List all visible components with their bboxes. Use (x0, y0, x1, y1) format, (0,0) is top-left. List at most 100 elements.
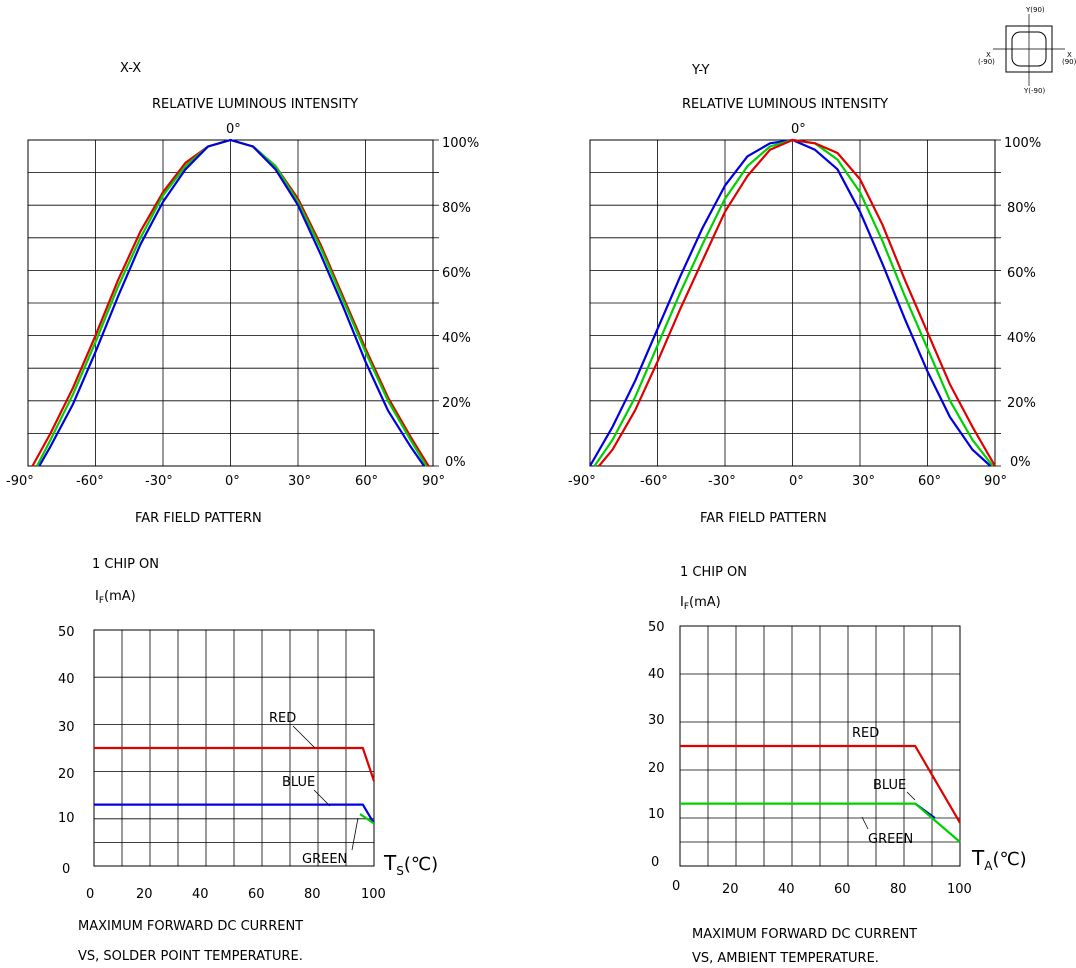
chart-xx-ytick-20: 20% (442, 396, 471, 411)
chart-xx-xtick-m90: -90° (6, 474, 34, 489)
chart-xx-title: RELATIVE LUMINOUS INTENSITY (152, 97, 358, 112)
chart-ambient-leader-green (861, 816, 869, 830)
chart-xx-xtick-m30: -30° (145, 474, 173, 489)
chart-solder-series-label-red: RED (269, 711, 296, 726)
icon-label-left-top: X (986, 51, 991, 59)
chart-xx: X-X RELATIVE LUMINOUS INTENSITY 0° 100% … (6, 61, 479, 526)
chart-solder-leader-blue (313, 789, 331, 807)
chart-yy-grid (589, 139, 1001, 467)
chart-yy-xlabel: FAR FIELD PATTERN (700, 511, 827, 526)
chart-solder-series-label-blue: BLUE (282, 775, 315, 790)
chart-xx-xtick-m60: -60° (76, 474, 104, 489)
chart-yy-title: RELATIVE LUMINOUS INTENSITY (682, 97, 888, 112)
icon-label-bottom: Y(-90) (1023, 87, 1045, 95)
chart-solder-series-line-1 (94, 803, 375, 825)
chart-ambient-ytick-0: 0 (651, 855, 659, 870)
chart-xx-ytick-60: 60% (442, 266, 471, 281)
chart-yy-series-line-2 (598, 138, 996, 467)
chart-xx-axis-name: X-X (120, 61, 141, 76)
chart-ambient-ytick-30: 30 (648, 713, 665, 728)
chart-yy-ytick-100: 100% (1004, 136, 1041, 151)
chart-solder-ytick-0: 0 (62, 862, 70, 877)
chart-solder-ytick-40: 40 (58, 672, 75, 687)
chart-solder-series-label-green: GREEN (302, 852, 347, 867)
chart-ambient-series-line-0 (680, 744, 961, 824)
chart-solder-series-line-2 (359, 813, 375, 825)
chart-xx-top-tick: 0° (226, 122, 241, 137)
chart-ambient-leader-blue (906, 791, 916, 801)
chart-ambient-xtick-60: 60 (834, 882, 851, 897)
orientation-icon: Y(90) X (-90) X (90) Y(-90) (978, 6, 1076, 95)
chart-ambient-series-line-2 (680, 802, 961, 843)
chart-yy-xtick-m60: -60° (640, 474, 668, 489)
chart-solder-leader-red (292, 725, 316, 749)
chart-ambient-xtick-80: 80 (890, 882, 907, 897)
chart-yy-xtick-m90: -90° (568, 474, 596, 489)
chart-yy-xtick-m30: -30° (708, 474, 736, 489)
chart-yy-ytick-80: 80% (1007, 201, 1036, 216)
chart-xx-ytick-80: 80% (442, 201, 471, 216)
chart-solder-ytick-50: 50 (58, 625, 75, 640)
chart-solder: 1 CHIP ON IF(mA) 50 40 30 20 10 0 0 20 4… (58, 557, 438, 964)
chart-xx-ytick-0: 0% (445, 455, 466, 470)
chart-solder-caption-1: MAXIMUM FORWARD DC CURRENT (78, 919, 303, 934)
chart-yy-axis-name: Y-Y (691, 63, 710, 78)
chart-xx-xtick-30: 30° (288, 474, 311, 489)
chart-yy-top-tick: 0° (791, 122, 806, 137)
chart-solder-xtick-20: 20 (136, 887, 153, 902)
chart-solder-xtick-80: 80 (304, 887, 321, 902)
chart-solder-ytick-10: 10 (58, 811, 75, 826)
chart-ambient-pre-title: 1 CHIP ON (680, 565, 747, 580)
chart-solder-ytick-30: 30 (58, 720, 75, 735)
icon-label-right-top: X (1067, 51, 1072, 59)
chart-solder-pre-title: 1 CHIP ON (92, 557, 159, 572)
chart-ambient-caption-2: VS, AMBIENT TEMPERATURE. (692, 951, 879, 966)
chart-ambient-series-label-green: GREEN (868, 832, 913, 847)
chart-solder-xlabel: TS(℃) (383, 851, 438, 878)
chart-xx-ytick-40: 40% (442, 331, 471, 346)
chart-solder-series-line-0 (94, 746, 376, 782)
chart-xx-grid (27, 139, 439, 467)
chart-yy-ytick-0: 0% (1010, 455, 1031, 470)
chart-xx-xtick-90: 90° (422, 474, 445, 489)
chart-solder-ytick-20: 20 (58, 767, 75, 782)
chart-ambient-caption-1: MAXIMUM FORWARD DC CURRENT (692, 927, 917, 942)
chart-solder-xtick-40: 40 (192, 887, 209, 902)
chart-yy-ytick-40: 40% (1007, 331, 1036, 346)
chart-ambient-ylabel: IF(mA) (680, 595, 721, 612)
chart-ambient-series-label-red: RED (852, 726, 879, 741)
chart-ambient-ytick-40: 40 (648, 667, 665, 682)
icon-label-right-bottom: (90) (1062, 58, 1076, 66)
chart-yy-xtick-60: 60° (918, 474, 941, 489)
chart-yy-ytick-20: 20% (1007, 396, 1036, 411)
chart-xx-xtick-0: 0° (225, 474, 240, 489)
icon-label-left-bottom: (-90) (978, 58, 995, 66)
chart-xx-xtick-60: 60° (355, 474, 378, 489)
chart-ambient-xtick-100: 100 (947, 882, 972, 897)
chart-solder-xtick-60: 60 (248, 887, 265, 902)
chart-yy-xtick-0: 0° (789, 474, 804, 489)
chart-ambient-xlabel: TA(℃) (971, 846, 1027, 873)
chart-ambient: 1 CHIP ON IF(mA) 50 40 30 20 10 0 0 20 4… (648, 565, 1027, 966)
chart-solder-xtick-100: 100 (361, 887, 386, 902)
chart-solder-series (94, 746, 376, 825)
chart-solder-ylabel: IF(mA) (95, 589, 136, 606)
chart-solder-xtick-0: 0 (86, 887, 94, 902)
chart-xx-xlabel: FAR FIELD PATTERN (135, 511, 262, 526)
chart-yy-xtick-30: 30° (852, 474, 875, 489)
chart-xx-series (31, 138, 430, 467)
chart-ambient-ytick-50: 50 (648, 620, 665, 635)
chart-xx-series-line-2 (38, 138, 425, 467)
chart-xx-ytick-100: 100% (442, 136, 479, 151)
chart-solder-caption-2: VS, SOLDER POINT TEMPERATURE. (78, 949, 303, 964)
chart-ambient-xtick-0: 0 (672, 879, 680, 894)
chart-yy-series (589, 138, 996, 467)
chart-yy: Y-Y RELATIVE LUMINOUS INTENSITY 0° 100% … (568, 63, 1041, 526)
chart-yy-ytick-60: 60% (1007, 266, 1036, 281)
icon-label-top: Y(90) (1025, 6, 1045, 14)
chart-ambient-ytick-20: 20 (648, 761, 665, 776)
chart-solder-leader-green (351, 817, 359, 851)
chart-ambient-xtick-20: 20 (722, 882, 739, 897)
chart-ambient-series-label-blue: BLUE (873, 778, 906, 793)
